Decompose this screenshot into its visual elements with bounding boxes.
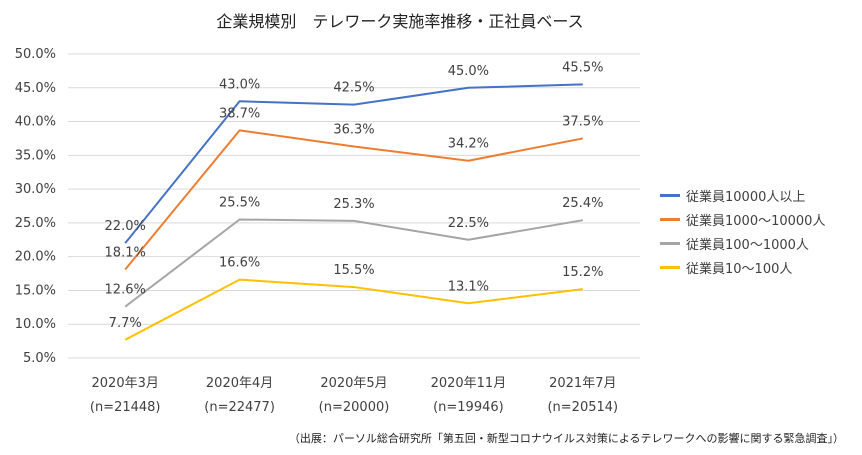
data-label: 25.4% <box>562 196 603 211</box>
legend-swatch <box>660 241 680 245</box>
y-tick-label: 10.0% <box>15 317 56 332</box>
x-tick-label: 2020年3月 <box>92 376 159 391</box>
y-tick-label: 45.0% <box>15 81 56 96</box>
x-tick-label: 2021年7月 <box>549 376 616 391</box>
data-label: 37.5% <box>562 114 603 129</box>
data-label: 25.5% <box>219 196 260 211</box>
legend-swatch <box>660 217 680 221</box>
legend-item: 従業員10000人以上 <box>660 183 825 207</box>
legend-item: 従業員1000〜10000人 <box>660 207 825 231</box>
y-tick-label: 15.0% <box>15 283 56 298</box>
data-label: 38.7% <box>219 106 260 121</box>
data-label: 45.0% <box>448 64 489 79</box>
legend-swatch <box>660 265 680 269</box>
y-tick-label: 50.0% <box>15 47 56 62</box>
y-tick-label: 35.0% <box>15 148 56 163</box>
data-label: 42.5% <box>333 81 374 96</box>
x-tick-sublabel: (n=19946) <box>433 400 504 415</box>
chart-legend: 従業員10000人以上 従業員1000〜10000人 従業員100〜1000人 … <box>660 183 825 279</box>
legend-item: 従業員100〜1000人 <box>660 231 825 255</box>
data-label: 22.0% <box>105 219 146 234</box>
data-label: 25.3% <box>333 197 374 212</box>
data-label: 16.6% <box>219 256 260 271</box>
data-label: 12.6% <box>105 283 146 298</box>
legend-label: 従業員1000〜10000人 <box>686 213 826 229</box>
data-label: 7.7% <box>109 316 142 331</box>
data-label: 15.5% <box>333 263 374 278</box>
data-label: 13.1% <box>448 279 489 294</box>
x-tick-label: 2020年4月 <box>206 376 273 391</box>
y-tick-label: 30.0% <box>15 182 56 197</box>
legend-item: 従業員10〜100人 <box>660 255 825 279</box>
data-label: 18.1% <box>105 246 146 261</box>
chart-title: 企業規模別 テレワーク実施率推移・正社員ベース <box>216 12 584 31</box>
data-label: 45.5% <box>562 60 603 75</box>
series-line <box>124 129 583 271</box>
y-tick-label: 40.0% <box>15 115 56 130</box>
x-tick-sublabel: (n=22477) <box>204 400 275 415</box>
data-label: 36.3% <box>333 123 374 138</box>
x-tick-sublabel: (n=20000) <box>319 400 390 415</box>
legend-label: 従業員10〜100人 <box>686 261 793 277</box>
series-line <box>124 83 583 244</box>
legend-label: 従業員100〜1000人 <box>686 237 809 253</box>
source-note: （出展：パーソル総合研究所「第五回・新型コロナウイルス対策によるテレワークへの影… <box>288 432 844 445</box>
data-label: 15.2% <box>562 265 603 280</box>
data-label: 34.2% <box>448 137 489 152</box>
legend-label: 従業員10000人以上 <box>686 189 806 205</box>
series-line <box>124 278 583 341</box>
x-tick-sublabel: (n=21448) <box>90 400 161 415</box>
x-tick-label: 2020年5月 <box>320 376 387 391</box>
x-tick-label: 2020年11月 <box>431 376 507 391</box>
data-label: 43.0% <box>219 77 260 92</box>
data-label: 22.5% <box>448 216 489 231</box>
y-tick-label: 20.0% <box>15 250 56 265</box>
series-line <box>124 218 583 308</box>
legend-swatch <box>660 193 680 197</box>
x-tick-sublabel: (n=20514) <box>547 400 618 415</box>
y-tick-label: 5.0% <box>23 351 56 366</box>
y-tick-label: 25.0% <box>15 216 56 231</box>
